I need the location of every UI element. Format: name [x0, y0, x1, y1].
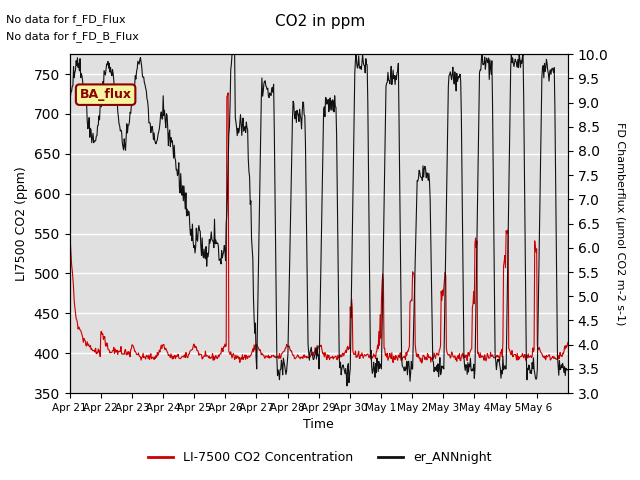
Text: No data for f_FD_Flux: No data for f_FD_Flux	[6, 14, 126, 25]
Legend: LI-7500 CO2 Concentration, er_ANNnight: LI-7500 CO2 Concentration, er_ANNnight	[143, 446, 497, 469]
Text: CO2 in ppm: CO2 in ppm	[275, 14, 365, 29]
Text: No data for f_FD_B_Flux: No data for f_FD_B_Flux	[6, 31, 140, 42]
Y-axis label: LI7500 CO2 (ppm): LI7500 CO2 (ppm)	[15, 166, 28, 281]
Text: BA_flux: BA_flux	[79, 88, 132, 101]
X-axis label: Time: Time	[303, 419, 334, 432]
Y-axis label: FD Chamberflux (μmol CO2 m-2 s-1): FD Chamberflux (μmol CO2 m-2 s-1)	[615, 122, 625, 325]
